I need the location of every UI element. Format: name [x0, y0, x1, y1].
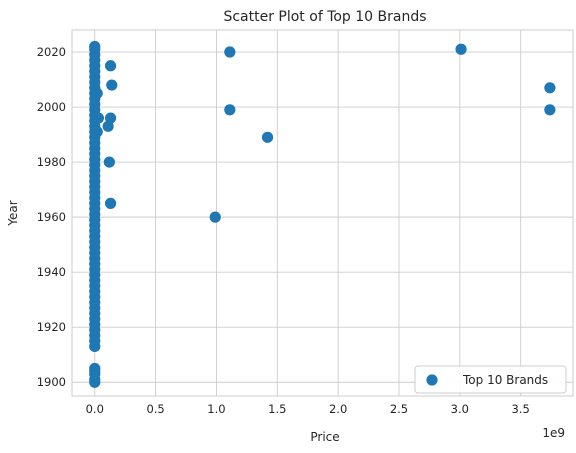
scatter-point	[104, 197, 117, 209]
y-tick-label: 1920	[37, 320, 66, 334]
y-axis-label: Year	[6, 200, 20, 226]
x-axis-label: Price	[310, 430, 339, 444]
y-grid	[72, 51, 573, 383]
scatter-point	[544, 104, 556, 116]
y-tick-label: 2000	[37, 100, 66, 114]
x-tick-label: 0.0	[86, 402, 104, 416]
x-tick-label: 2.0	[329, 402, 347, 416]
y-tick-label: 1980	[37, 155, 66, 169]
scatter-point	[209, 211, 221, 223]
legend: Top 10 Brands	[414, 365, 567, 394]
x-tick-label: 2.5	[390, 402, 408, 416]
data-points	[89, 40, 556, 388]
scatter-point	[224, 104, 236, 116]
legend-marker	[426, 374, 438, 386]
scatter-point	[455, 43, 467, 55]
plot-area	[71, 29, 574, 397]
scatter-point	[104, 112, 117, 124]
scatter-point	[544, 82, 556, 94]
chart-title: Scatter Plot of Top 10 Brands	[223, 9, 426, 25]
scatter-point	[261, 131, 274, 143]
scatter-point	[224, 46, 236, 58]
scatter-point	[103, 156, 115, 168]
y-tick-label: 1940	[37, 265, 66, 279]
x-axis-ticks: 0.0 0.5 1.0 1.5 2.0 2.5 3.0 3.5	[86, 402, 530, 416]
scatter-point	[91, 126, 103, 138]
y-tick-label: 1960	[37, 210, 66, 224]
x-tick-label: 1.0	[207, 402, 225, 416]
y-tick-label: 2020	[37, 45, 66, 59]
legend-label: Top 10 Brands	[462, 373, 548, 387]
scatter-point	[104, 60, 117, 72]
x-tick-label: 0.5	[146, 402, 164, 416]
scatter-point	[89, 40, 101, 53]
y-tick-label: 1900	[37, 375, 66, 389]
x-tick-label: 3.0	[451, 402, 469, 416]
scatter-point	[91, 87, 103, 99]
legend-box	[414, 365, 567, 394]
y-axis-ticks: 1900 1920 1940 1960 1980 2000 2020	[37, 45, 66, 389]
scatter-point	[92, 112, 105, 124]
x-tick-label: 3.5	[512, 402, 530, 416]
x-axis-offset-label: 1e9	[542, 426, 565, 440]
scatter-point	[89, 362, 101, 375]
scatter-point	[106, 79, 118, 91]
x-tick-label: 1.5	[268, 402, 286, 416]
